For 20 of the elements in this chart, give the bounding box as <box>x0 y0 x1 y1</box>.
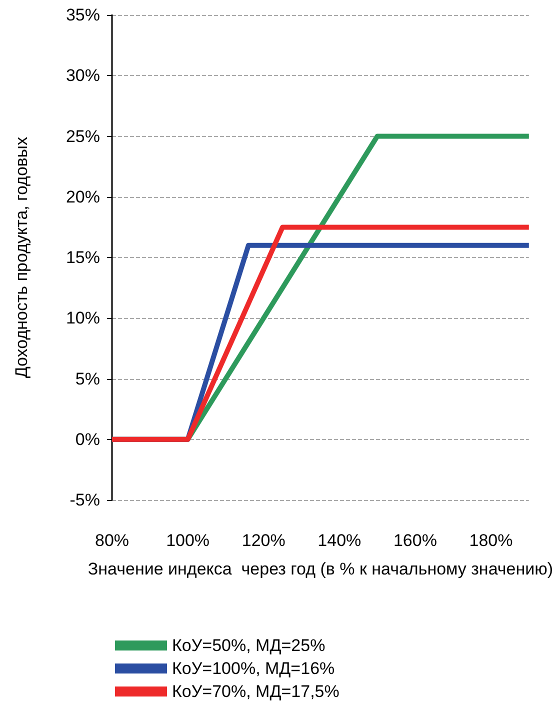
legend-label: КоУ=70%, МД=17,5% <box>172 682 340 701</box>
y-tick-label: -5% <box>70 490 100 510</box>
y-tick-label: 30% <box>66 66 100 86</box>
y-axis-title: Доходность продукта, годовых <box>12 136 31 378</box>
y-tick-label: 10% <box>66 308 100 328</box>
x-tick-label: 140% <box>318 531 362 550</box>
y-tick-label: 5% <box>75 369 100 388</box>
legend-label: КоУ=50%, МД=25% <box>172 636 326 655</box>
y-tick-label: 15% <box>66 248 100 267</box>
y-tick-label: 20% <box>66 187 100 206</box>
x-tick-label: 120% <box>242 531 286 550</box>
x-tick-label: 160% <box>393 531 437 550</box>
y-tick-label: 0% <box>75 430 100 449</box>
x-tick-label: 80% <box>94 531 130 550</box>
y-tick-label: 25% <box>66 126 100 146</box>
legend-label: КоУ=100%, МД=16% <box>172 659 335 678</box>
x-axis-title: Значение индекса через год (в % к начальному значению) <box>88 559 554 578</box>
y-tick-label: 35% <box>66 6 100 24</box>
x-tick-label: 100% <box>166 531 210 550</box>
x-tick-label: 180% <box>469 531 513 550</box>
